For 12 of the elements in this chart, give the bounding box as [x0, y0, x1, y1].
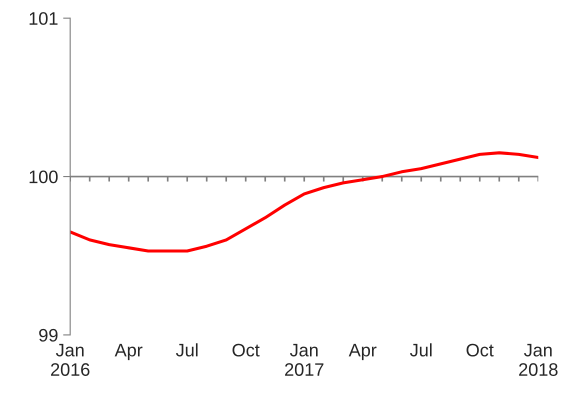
x-tick-label: Apr	[114, 344, 142, 360]
x-tick-label: Jul	[176, 343, 198, 357]
x-tick-label: Jan 2016	[51, 344, 90, 376]
x-tick-label: Jan 2017	[285, 344, 324, 376]
y-tick-label: 101	[30, 12, 58, 25]
x-tick-label: Oct	[232, 344, 260, 357]
x-tick-label: Jul	[410, 343, 432, 357]
x-tick-label: Jan 2018	[519, 344, 558, 376]
y-tick-label: 99	[39, 328, 58, 342]
x-tick-label: Oct	[466, 344, 494, 357]
x-tick-label: Apr	[348, 344, 376, 360]
y-tick-label: 100	[30, 170, 58, 184]
